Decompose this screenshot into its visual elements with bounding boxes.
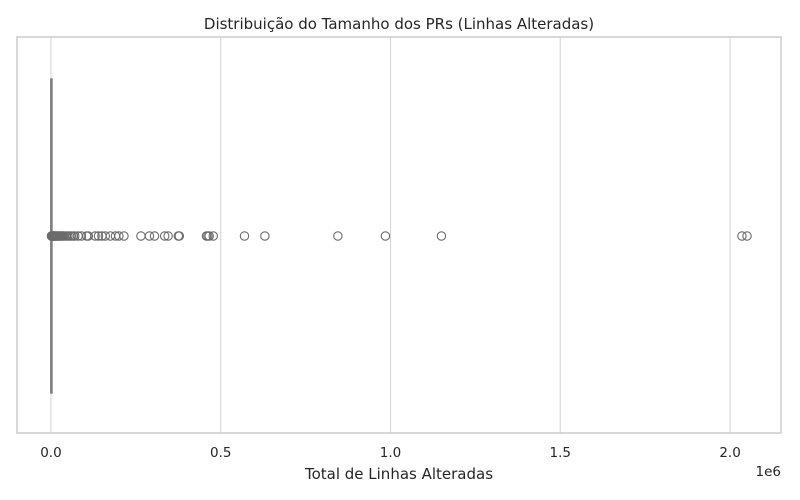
x-tick-label: 0.0	[40, 445, 61, 461]
outlier-point	[204, 231, 214, 241]
outlier-point	[208, 231, 219, 241]
outlier-point	[76, 231, 87, 241]
outlier-point	[149, 231, 160, 241]
outlier-point	[105, 231, 116, 241]
outlier-point	[742, 231, 752, 241]
outlier-point	[159, 231, 170, 241]
outlier-point	[69, 231, 80, 241]
outlier-point	[144, 231, 155, 241]
x-tick-label: 1.5	[550, 445, 571, 461]
outlier-point	[333, 231, 343, 241]
x-tick-label: 2.0	[719, 445, 740, 461]
outlier-point	[239, 231, 250, 241]
outlier-point	[737, 231, 747, 241]
outlier-point	[83, 231, 94, 241]
outlier-point	[90, 231, 100, 241]
plot-frame	[16, 36, 782, 434]
x-tick-label: 1.0	[380, 445, 401, 461]
outlier-point	[260, 231, 270, 241]
outlier-point	[380, 231, 391, 241]
outlier-point	[119, 231, 129, 241]
outlier-point	[93, 231, 104, 241]
outlier-point	[163, 231, 173, 241]
outliers	[46, 231, 752, 241]
x-tick-labels: 0.0 0.5 1.0 1.5 2.0	[40, 445, 741, 461]
outlier-point	[114, 231, 124, 241]
grid	[50, 37, 731, 433]
outlier-point	[174, 231, 185, 241]
outlier-point	[436, 231, 447, 241]
x-axis-offset-text: 1e6	[756, 464, 781, 480]
x-axis-label: Total de Linhas Alteradas	[304, 465, 493, 483]
chart-title: Distribuição do Tamanho dos PRs (Linhas …	[204, 15, 594, 33]
outlier-point	[136, 231, 146, 241]
outlier-point	[100, 231, 111, 241]
x-tick-label: 0.5	[210, 445, 231, 461]
